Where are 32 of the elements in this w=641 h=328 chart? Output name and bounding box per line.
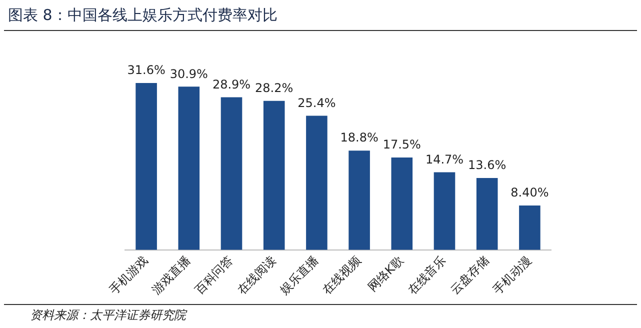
x-tick-label: 在线音乐: [404, 253, 449, 298]
x-tick-label: 手机动漫: [490, 253, 534, 298]
data-label: 28.2%: [255, 81, 294, 96]
data-label: 31.6%: [127, 63, 166, 78]
data-label: 30.9%: [170, 66, 208, 81]
bar: [348, 150, 370, 250]
data-label: 28.9%: [212, 77, 251, 92]
bar: [178, 86, 200, 250]
x-tick-label: 在线阅读: [234, 253, 278, 298]
x-tick-label: 娱乐直播: [277, 253, 322, 298]
bar: [136, 82, 157, 250]
x-tick-label: 游戏直播: [149, 253, 194, 298]
data-label: 18.8%: [340, 130, 378, 145]
data-label: 14.7%: [425, 152, 464, 166]
data-label: 25.4%: [298, 96, 336, 110]
x-tick-label: 网络K歌: [365, 253, 406, 294]
text: 资料来源：太平洋证券研究院: [30, 307, 186, 324]
x-tick-label: 云盘存储: [448, 253, 492, 298]
x-tick-label: 百科问答: [192, 253, 236, 298]
chart-title: 图表 8：中国各线上娱乐方式付费率对比: [8, 6, 278, 25]
bar: [263, 100, 285, 250]
data-label: 8.40%: [510, 186, 549, 200]
data-label: 13.6%: [468, 158, 506, 172]
bar: [306, 116, 328, 250]
x-tick-label: 在线视频: [320, 253, 364, 298]
x-tick-label: 手机游戏: [106, 253, 151, 298]
data-label: 17.5%: [382, 138, 421, 152]
bar: [519, 206, 540, 250]
bar: [476, 178, 498, 250]
bar: [220, 97, 242, 250]
bar: [391, 157, 413, 250]
bar: [434, 172, 456, 250]
